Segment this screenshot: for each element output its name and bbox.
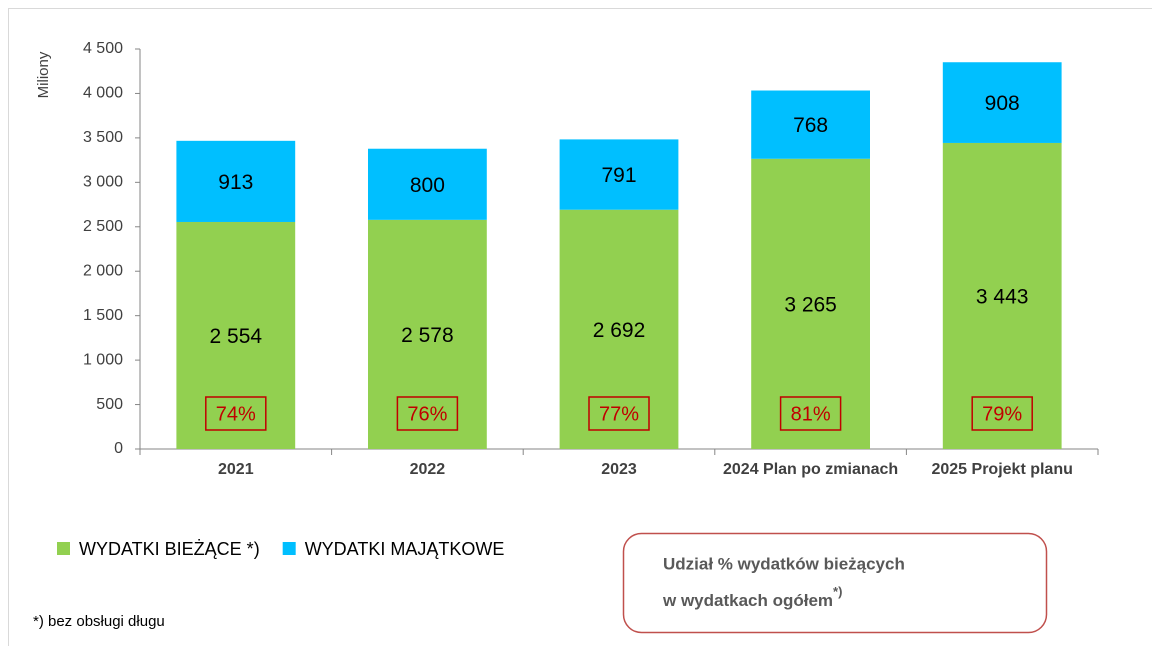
share-label: 81% [791, 403, 831, 425]
share-label: 74% [216, 403, 256, 425]
x-tick-label-box: 2021 [218, 461, 254, 478]
share-box [588, 396, 650, 431]
annotation-text: w wydatkach ogółem [662, 591, 833, 610]
x-tick-label-box: 2024 Plan po zmianach [723, 461, 899, 478]
legend-swatch [282, 542, 296, 555]
bar-segment [942, 62, 1062, 143]
bar-segment [751, 90, 870, 159]
share-box [971, 396, 1033, 431]
bar-segment [176, 221, 296, 449]
share-label: 79% [982, 403, 1022, 425]
annotation-line: Udział % wydatków bieżących [663, 554, 905, 573]
bar-segment [942, 142, 1062, 449]
data-label: 791 [601, 164, 636, 187]
x-tick-label: 2022 [409, 461, 446, 478]
x-tick-label-box: 2025 Projekt planu [931, 461, 1073, 478]
bar-segment [751, 158, 870, 449]
data-label: 768 [793, 114, 828, 137]
data-label: 908 [985, 92, 1020, 115]
data-label: 2 554 [210, 325, 263, 348]
share-label: 76% [407, 403, 447, 425]
data-label: 2 692 [593, 319, 646, 342]
legend-label: WYDATKI BIEŻĄCE *) [79, 539, 260, 559]
share-box [396, 396, 459, 431]
bar-segment [176, 140, 296, 222]
x-tick-label: 2021 [218, 461, 254, 478]
data-label: 2 578 [401, 324, 454, 347]
bar-segment [559, 139, 679, 210]
y-tick-label: 2 500 [83, 218, 123, 235]
bar-segment [559, 209, 679, 449]
x-tick-label: 2025 Projekt planu [931, 461, 1073, 478]
data-label: 913 [218, 171, 253, 194]
chart-border [8, 8, 1152, 646]
x-tick-label: 2023 [601, 461, 637, 478]
bar-segment [368, 148, 487, 220]
y-tick-label: 3 000 [83, 174, 123, 191]
annotation-superscript: *) [833, 584, 842, 599]
y-tick-label: 2 000 [83, 262, 123, 279]
share-box [205, 396, 267, 431]
data-label: 800 [410, 174, 445, 197]
y-tick-label: 4 500 [83, 40, 123, 57]
legend-label: WYDATKI MAJĄTKOWE [305, 539, 505, 559]
annotation-box [622, 532, 1048, 634]
data-label: 3 265 [784, 293, 837, 316]
y-axis-label: Miliony [35, 51, 52, 98]
share-label: 77% [599, 403, 639, 425]
x-tick-label: 2024 Plan po zmianach [723, 461, 899, 478]
share-box [779, 396, 842, 431]
y-tick-label: 3 500 [83, 129, 123, 146]
y-tick-label: 4 000 [83, 85, 123, 102]
x-tick-label-box: 2023 [601, 461, 637, 478]
bar-segment [368, 219, 487, 449]
y-tick-label: 1 500 [83, 307, 123, 324]
x-tick-label-box: 2022 [409, 461, 446, 478]
legend-swatch [57, 542, 70, 555]
y-tick-label: 500 [96, 396, 123, 413]
y-tick-label: 0 [114, 440, 123, 457]
footnote: *) bez obsługi długu [33, 613, 165, 630]
y-tick-label: 1 000 [83, 351, 123, 368]
data-label: 3 443 [976, 286, 1029, 309]
annotation-line: w wydatkach ogółem*) [662, 584, 842, 610]
